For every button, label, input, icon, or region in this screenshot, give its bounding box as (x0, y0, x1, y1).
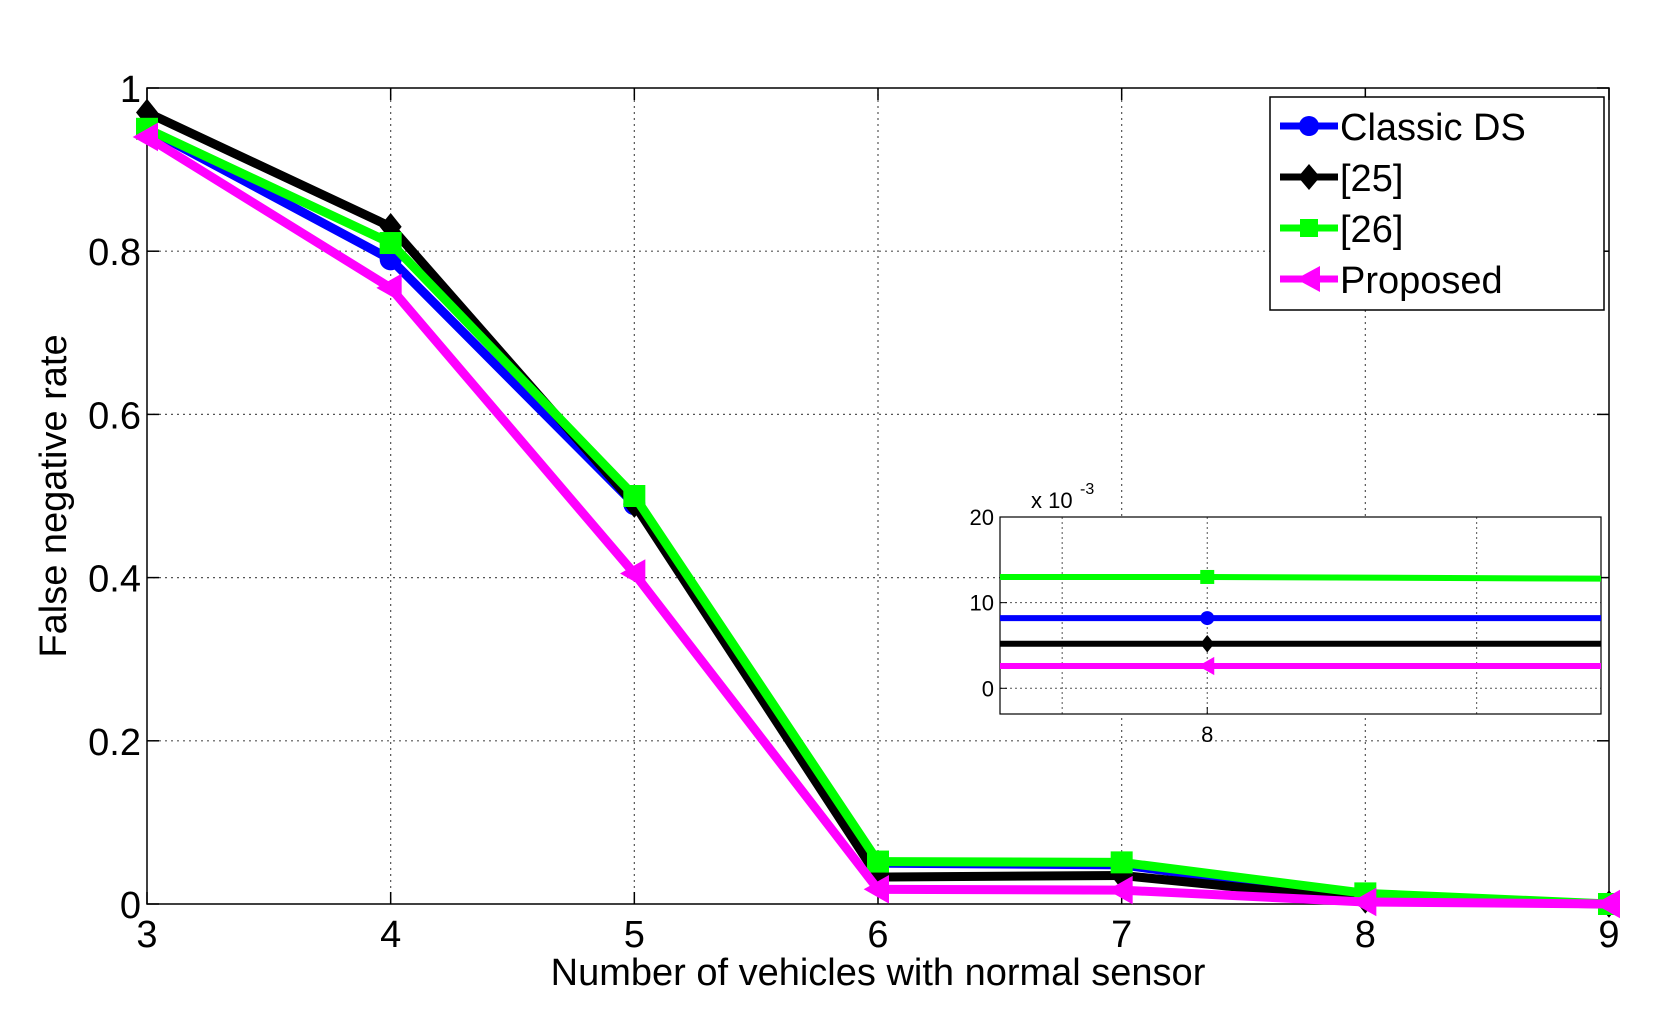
x-tick-label: 3 (136, 914, 157, 956)
inset-y-tick-label: 10 (970, 591, 994, 616)
y-tick-label: 0.4 (88, 559, 141, 601)
legend-swatch-marker (1299, 116, 1319, 136)
x-axis-label: Number of vehicles with normal sensor (551, 952, 1206, 994)
y-tick-label: 0 (120, 885, 141, 927)
y-tick-label: 0.2 (88, 722, 141, 764)
x-tick-label: 4 (380, 914, 401, 956)
data-point-proposed (1107, 875, 1133, 905)
data-point-26 (379, 232, 402, 255)
inset-x-tick-label: 8 (1201, 722, 1213, 747)
inset-y-tick-label: 20 (970, 505, 994, 530)
data-point-proposed (1351, 887, 1377, 917)
legend-item-25: [25] (1280, 158, 1403, 200)
y-tick-label: 1 (120, 69, 141, 111)
data-point-proposed (863, 875, 889, 904)
inset-series-proposed (1000, 656, 1601, 676)
legend-label-25: [25] (1340, 158, 1403, 200)
inset-series-line-26 (1000, 573, 1602, 582)
legend: Classic DS [25] [26] Proposed (1269, 96, 1605, 311)
data-point-proposed (376, 273, 402, 303)
inset-exponent-base: x 10 (1031, 488, 1073, 513)
y-axis-label: False negative rate (33, 334, 75, 657)
legend-label-proposed: Proposed (1340, 260, 1503, 302)
x-tick-label: 5 (624, 914, 645, 956)
legend-item-classic-ds: Classic DS (1280, 107, 1526, 149)
legend-item-proposed: Proposed (1280, 260, 1503, 302)
main-series-group (132, 98, 1620, 919)
data-point-proposed (620, 559, 646, 588)
inset-gridlines (1000, 517, 1601, 714)
inset-series-group (1000, 569, 1602, 676)
inset-exponent-power: -3 (1080, 481, 1094, 498)
x-tick-label: 9 (1598, 914, 1619, 956)
inset-series-26 (1000, 569, 1602, 584)
x-tick-label: 7 (1111, 914, 1132, 956)
inset-chart: 0 10 20 8 x 10 -3 (970, 481, 1602, 747)
main-axis-ticks: 3 4 5 6 7 8 9 0 0.2 0.4 0.6 0.8 1 (88, 69, 1619, 956)
x-tick-label: 8 (1355, 914, 1376, 956)
data-point-26 (867, 850, 889, 873)
y-tick-label: 0.6 (88, 395, 141, 437)
legend-label-classic-ds: Classic DS (1340, 107, 1526, 149)
legend-items: Classic DS [25] [26] Proposed (1280, 107, 1526, 302)
y-tick-label: 0.8 (88, 232, 141, 274)
inset-data-point-proposed (1198, 656, 1215, 676)
inset-axis-ticks: 0 10 20 8 (970, 505, 1214, 747)
legend-item-26: [26] (1280, 209, 1403, 251)
inset-data-point-25 (1200, 635, 1215, 653)
x-tick-label: 6 (867, 914, 888, 956)
data-point-26 (1110, 851, 1133, 874)
inset-y-tick-label: 0 (982, 676, 994, 701)
legend-swatch-marker (1300, 219, 1318, 237)
legend-label-26: [26] (1340, 209, 1403, 251)
data-point-26 (623, 485, 646, 507)
legend-swatch-marker (1296, 266, 1320, 292)
data-point-proposed (1594, 889, 1620, 919)
inset-data-point-26 (1200, 569, 1215, 584)
inset-data-point-classic-ds (1200, 611, 1215, 626)
series-proposed (132, 122, 1620, 919)
inset-series-25 (1000, 635, 1601, 653)
legend-swatch-marker (1298, 164, 1320, 190)
inset-series-classic-ds (1000, 611, 1601, 626)
legend-box (1269, 96, 1605, 311)
data-point-proposed (132, 122, 158, 152)
